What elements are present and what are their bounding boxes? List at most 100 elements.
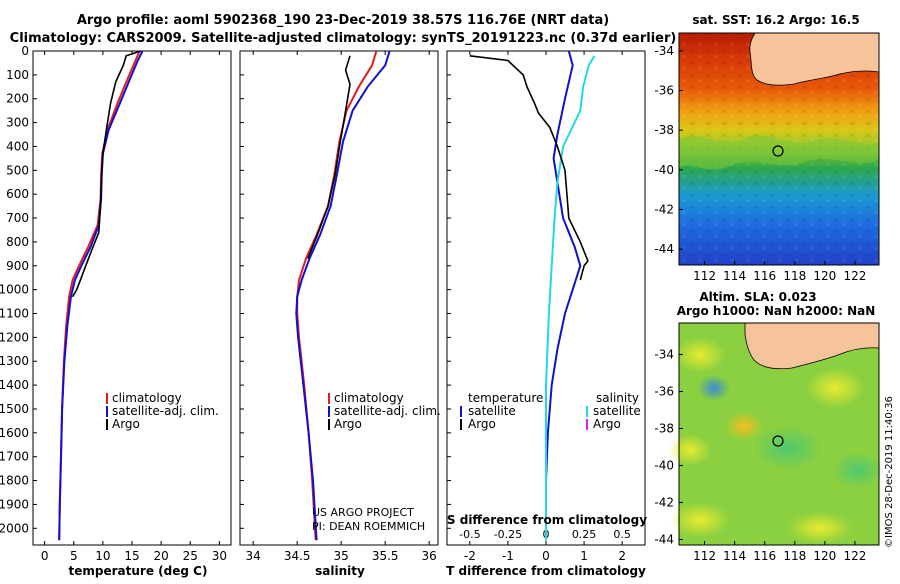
sla-map-title-2: Argo h1000: NaN h2000: NaN xyxy=(677,304,876,318)
x-tick-label: 35.5 xyxy=(372,549,399,563)
map-x-tick-label: 118 xyxy=(783,269,806,283)
map-y-tick-label: -36 xyxy=(654,384,674,398)
series-s-satellite xyxy=(545,55,596,541)
series-satellite-adj-clim- xyxy=(295,50,391,541)
series-satellite-adj-clim- xyxy=(58,50,144,541)
depth-tick-label: 1200 xyxy=(0,330,29,344)
map-y-tick-label: -42 xyxy=(654,495,674,509)
depth-tick-label: 800 xyxy=(6,235,29,249)
depth-tick-label: 2000 xyxy=(0,521,29,535)
salinity-plot: 34 34.5 35 35.5 36 xyxy=(246,50,437,563)
x-tick-label: 30 xyxy=(212,549,227,563)
sst-front xyxy=(679,135,879,170)
project-credit: US ARGO PROJECT xyxy=(312,506,414,519)
legend-climatology: climatology xyxy=(112,391,182,405)
map-x-tick-label: 112 xyxy=(693,549,716,563)
sla-map-axes: 112 114 116 118 120 122 -34 -36 -38 -40 -42 -44 xyxy=(654,347,866,563)
x-tick-label: 25 xyxy=(183,549,198,563)
depth-tick-label: 1700 xyxy=(0,450,29,464)
depth-axis: 0 100 200 300 400 500 600 700 800 900 1000 1100 1200… xyxy=(0,44,451,535)
depth-tick-label: 1100 xyxy=(0,307,29,321)
legend-t-argo: Argo xyxy=(468,417,496,431)
legend-satellite-adj: satellite-adj. clim. xyxy=(112,404,219,418)
map-y-tick-label: -44 xyxy=(654,242,674,256)
x-tick-label: 35 xyxy=(334,549,349,563)
map-x-tick-label: 122 xyxy=(843,269,866,283)
x-tick-label: 5 xyxy=(70,549,78,563)
map-x-tick-label: 114 xyxy=(723,269,746,283)
s-tick-label: -0.5 xyxy=(459,528,480,541)
temperature-legend: climatology satellite-adj. clim. Argo xyxy=(106,391,219,431)
x-tick-label: -2 xyxy=(464,549,476,563)
depth-tick-label: 1600 xyxy=(0,426,29,440)
float-marker xyxy=(772,435,784,447)
difference-plot: -2 -1 0 1 2-0.5 -0.25 0 0.25 0.5 xyxy=(459,50,631,563)
x-tick-label: 34 xyxy=(246,549,261,563)
map-x-tick-label: 116 xyxy=(753,269,776,283)
legend-argo: Argo xyxy=(334,417,362,431)
x-tick-label: 20 xyxy=(153,549,168,563)
pi-credit: PI: DEAN ROEMMICH xyxy=(312,520,425,533)
t-difference-axis-label: T difference from climatology xyxy=(446,564,646,578)
depth-tick-label: 1000 xyxy=(0,283,29,297)
sst-map xyxy=(678,32,880,266)
map-y-tick-label: -42 xyxy=(654,202,674,216)
land-australia xyxy=(744,322,880,370)
x-tick-label: 0 xyxy=(542,549,550,563)
depth-tick-label: 1500 xyxy=(0,402,29,416)
depth-tick-label: 200 xyxy=(6,92,29,106)
s-tick-label: -0.25 xyxy=(494,528,522,541)
depth-tick-label: 600 xyxy=(6,187,29,201)
x-tick-label: -1 xyxy=(502,549,514,563)
map-x-tick-label: 120 xyxy=(813,549,836,563)
map-x-tick-label: 114 xyxy=(723,549,746,563)
map-y-tick-label: -40 xyxy=(654,163,674,177)
depth-tick-label: 1800 xyxy=(0,474,29,488)
salinity-plot-frame xyxy=(239,50,439,546)
depth-tick-label: 1300 xyxy=(0,354,29,368)
depth-tick-label: 700 xyxy=(6,211,29,225)
map-x-tick-label: 118 xyxy=(783,549,806,563)
temperature-plot: 0 5 10 15 20 25 30 xyxy=(41,50,227,563)
map-x-tick-label: 122 xyxy=(843,549,866,563)
x-tick-label: 10 xyxy=(95,549,110,563)
legend-climatology: climatology xyxy=(334,391,404,405)
map-y-tick-label: -34 xyxy=(654,44,674,58)
depth-tick-label: 1900 xyxy=(0,497,29,511)
x-tick-label: 36 xyxy=(422,549,437,563)
legend-t-satellite: satellite xyxy=(468,404,516,418)
map-y-tick-label: -44 xyxy=(654,532,674,546)
temperature-axis-label: temperature (deg C) xyxy=(69,564,208,578)
s-tick-label: 0.25 xyxy=(572,528,597,541)
temperature-plot-frame xyxy=(32,50,232,546)
series-argo xyxy=(307,55,351,259)
legend-s-argo: Argo xyxy=(593,417,621,431)
sla-map xyxy=(668,322,884,546)
series-climatology xyxy=(296,50,378,541)
x-tick-label: 0 xyxy=(41,549,49,563)
map-y-tick-label: -40 xyxy=(654,458,674,472)
series-t-argo xyxy=(469,55,589,281)
s-tick-label: 0.5 xyxy=(613,528,631,541)
s-difference-title: S difference from climatology xyxy=(447,513,647,527)
legend-satellite-adj: satellite-adj. clim. xyxy=(334,404,441,418)
series-argo xyxy=(71,50,141,298)
difference-legend: temperature salinity satellite Argo sate… xyxy=(460,391,641,431)
figure-title-line2: Climatology: CARS2009. Satellite-adjuste… xyxy=(10,31,677,46)
salinity-legend: climatology satellite-adj. clim. Argo xyxy=(328,391,441,431)
land-australia xyxy=(749,32,880,86)
depth-tick-label: 400 xyxy=(6,139,29,153)
depth-tick-label: 500 xyxy=(6,163,29,177)
map-x-tick-label: 120 xyxy=(813,269,836,283)
x-tick-label: 2 xyxy=(618,549,626,563)
depth-tick-label: 900 xyxy=(6,259,29,273)
sst-map-axes: 112 114 116 118 120 122 -34 -36 -38 -40 -42 -44 xyxy=(654,44,866,283)
sla-map-title-1: Altim. SLA: 0.023 xyxy=(699,290,816,304)
legend-s-satellite: satellite xyxy=(593,404,641,418)
depth-tick-label: 300 xyxy=(6,116,29,130)
depth-tick-label: 0 xyxy=(21,44,29,58)
sst-map-title: sat. SST: 16.2 Argo: 16.5 xyxy=(692,13,859,27)
depth-tick-label: 100 xyxy=(6,68,29,82)
map-x-tick-label: 112 xyxy=(693,269,716,283)
x-tick-label: 15 xyxy=(124,549,139,563)
